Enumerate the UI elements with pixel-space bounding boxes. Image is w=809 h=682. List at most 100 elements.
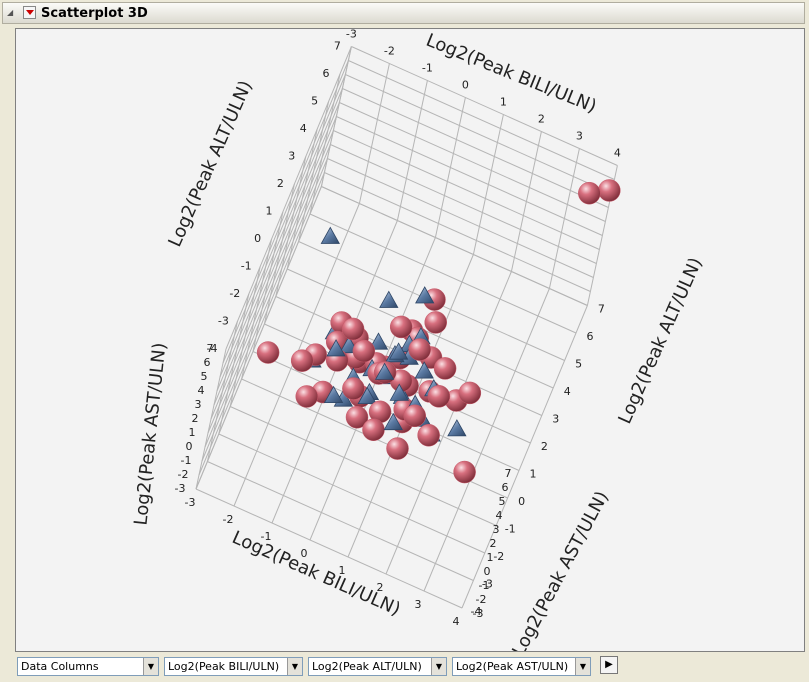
triangle-point (415, 286, 435, 304)
x-tick-label: 2 (538, 113, 545, 126)
z-tick-label: 6 (502, 481, 509, 494)
grid-line (348, 60, 615, 180)
x-tick-label: 4 (453, 615, 460, 628)
grid-line (309, 213, 577, 334)
axis-title: Log2(Peak ALT/ULN) (614, 254, 706, 427)
y-tick-label: 5 (311, 95, 318, 108)
sphere-point (427, 385, 451, 408)
y-tick-label: -1 (505, 523, 516, 536)
y-tick-label: -2 (493, 550, 504, 563)
z-tick-label: 2 (490, 537, 497, 550)
y-tick-label: 6 (323, 67, 330, 80)
grid-line (339, 102, 606, 222)
z-tick-label: -2 (476, 593, 487, 606)
sphere-point (342, 377, 365, 400)
y-tick-label: 3 (552, 413, 559, 426)
sphere-point (256, 341, 280, 364)
grid-line (201, 158, 328, 462)
triangle-point (320, 226, 340, 244)
z-tick-label: 6 (204, 356, 211, 369)
grid-line (216, 88, 343, 392)
grid-line (385, 271, 512, 575)
sphere-point (341, 317, 365, 341)
grid-line (330, 144, 597, 264)
y-tick-label: 0 (518, 495, 525, 508)
z-tick-label: 5 (201, 370, 208, 383)
triangle-point (388, 342, 409, 360)
z-tick-label: 0 (186, 440, 193, 453)
triangle-point (383, 412, 403, 431)
z-tick-label: -3 (473, 607, 484, 620)
triangle-point (389, 383, 409, 401)
grid-line (218, 433, 486, 554)
y-tick-label: 7 (334, 40, 341, 53)
add-column-button[interactable]: ▶ (600, 656, 618, 674)
grid-line (321, 186, 588, 306)
grid-line (461, 305, 588, 609)
y-tick-label: -1 (241, 260, 252, 273)
panel-header[interactable]: ◢ Scatterplot 3D (2, 2, 805, 24)
y-tick-label: 1 (266, 205, 273, 218)
x-tick-label: 0 (462, 79, 469, 92)
z-tick-label: -1 (181, 454, 192, 467)
z-tick-label: 1 (189, 426, 196, 439)
plot-frame[interactable]: -3 -3 -2 -2 -1 -1 0 0 1 1 2 2 3 3 4 4 -4 -4 -3 -3 -2 -2 -1 -1 0 0… (15, 28, 805, 652)
grid-line (195, 186, 322, 490)
grid-line (342, 88, 609, 208)
x-tick-label: 4 (614, 147, 621, 160)
grid-line (222, 60, 349, 364)
column-dropdown[interactable]: Data Columns (17, 657, 159, 676)
z-tick-label: -3 (175, 482, 186, 495)
grid-line (207, 461, 474, 581)
z-tick-label: 7 (207, 342, 214, 355)
x-tick-label: 0 (301, 547, 308, 560)
y-tick-label: 4 (300, 122, 307, 135)
z-column-dropdown[interactable]: Log2(Peak AST/ULN) (452, 657, 591, 676)
z-tick-label: 5 (499, 495, 506, 508)
sphere-point (290, 349, 314, 372)
grid-line (225, 46, 352, 350)
triangle-point (379, 290, 399, 308)
x-column-dropdown[interactable]: Log2(Peak BILI/ULN) (164, 657, 303, 676)
sphere-point (458, 381, 482, 405)
y-tick-label: 0 (254, 232, 261, 245)
y-tick-label: 6 (587, 330, 594, 343)
menu-button[interactable] (23, 6, 36, 19)
grid-line (207, 130, 334, 434)
z-tick-label: 3 (493, 523, 500, 536)
x-tick-label: 3 (576, 130, 583, 143)
triangle-point (368, 332, 389, 350)
axis-title: Log2(Peak ALT/ULN) (164, 77, 256, 250)
grid-line (327, 158, 594, 278)
z-tick-label: 3 (195, 398, 202, 411)
x-tick-label: 1 (500, 96, 507, 109)
y-column-dropdown[interactable]: Log2(Peak ALT/ULN) (308, 657, 447, 676)
y-tick-label: 4 (564, 385, 571, 398)
z-tick-label: 2 (192, 412, 199, 425)
sphere-point (362, 418, 385, 441)
collapse-icon[interactable]: ◢ (7, 8, 14, 17)
y-tick-label: -3 (218, 315, 229, 328)
sphere-point (578, 181, 601, 205)
y-tick-label: 5 (575, 358, 582, 371)
chart[interactable]: -3-3-2-2-1-10011223344-4-4-3-3-2-2-1-100… (16, 29, 804, 651)
triangle-point (323, 385, 344, 404)
x-tick-label: 2 (377, 581, 384, 594)
y-tick-label: -2 (229, 287, 240, 300)
grid-line (333, 130, 600, 250)
z-tick-label: 7 (505, 467, 512, 480)
sphere-point (386, 437, 409, 460)
z-tick-label: 4 (496, 509, 503, 522)
grid-line (345, 74, 612, 194)
grid-line (351, 46, 618, 166)
y-tick-label: -3 (482, 578, 493, 591)
sphere-point (389, 315, 413, 339)
x-tick-label: -3 (185, 496, 196, 509)
z-tick-label: 1 (487, 551, 494, 564)
y-tick-label: 2 (541, 440, 548, 453)
z-tick-label: 0 (484, 565, 491, 578)
x-tick-label: -2 (384, 45, 395, 58)
sphere-point (433, 357, 457, 380)
grid-line (210, 116, 337, 420)
